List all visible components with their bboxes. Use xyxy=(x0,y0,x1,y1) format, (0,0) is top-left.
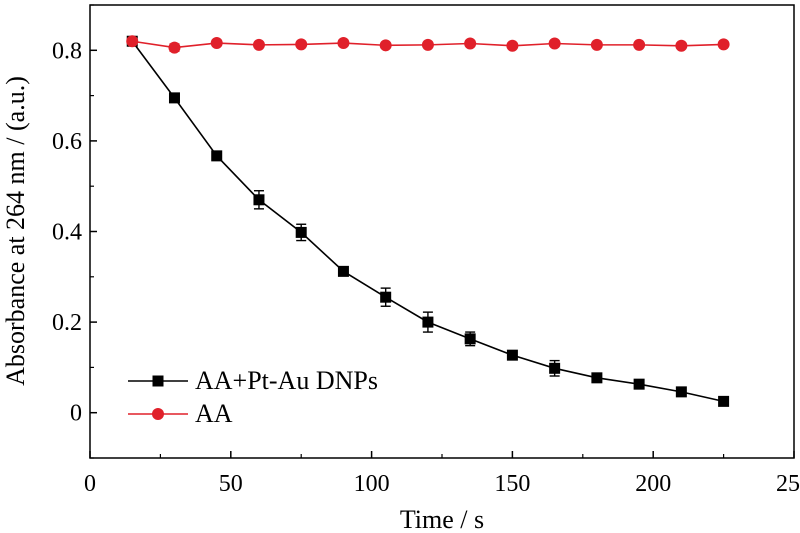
y-tick-label: 0.8 xyxy=(52,38,82,64)
data-point-square xyxy=(718,395,730,407)
legend-marker-square xyxy=(152,375,164,387)
data-point-square xyxy=(295,226,307,238)
series-layer xyxy=(126,35,730,407)
x-axis-title: Time / s xyxy=(400,505,484,533)
data-point-square xyxy=(253,194,265,206)
data-point-circle xyxy=(126,35,139,48)
y-tick-label: 0.6 xyxy=(52,129,82,155)
data-point-circle xyxy=(506,39,519,52)
x-axis: 0 50 100 150 200 250 xyxy=(84,451,800,497)
data-point-square xyxy=(422,316,434,328)
data-point-circle xyxy=(252,38,265,51)
data-point-square xyxy=(506,349,518,361)
data-point-circle xyxy=(590,38,603,51)
data-point-circle xyxy=(548,37,561,50)
x-tick-label: 250 xyxy=(776,471,800,497)
data-point-circle xyxy=(421,38,434,51)
y-tick-label: 0 xyxy=(70,401,82,427)
x-tick-label: 200 xyxy=(635,471,671,497)
data-point-square xyxy=(464,333,476,345)
data-point-circle xyxy=(379,39,392,52)
data-point-circle xyxy=(675,39,688,52)
y-tick-label: 0.2 xyxy=(52,310,82,336)
data-point-circle xyxy=(633,38,646,51)
data-point-circle xyxy=(295,38,308,51)
data-point-square xyxy=(633,378,645,390)
series-line-1 xyxy=(131,40,724,403)
data-point-circle xyxy=(337,37,350,50)
x-tick-label: 100 xyxy=(354,471,390,497)
data-point-square xyxy=(380,291,392,303)
data-point-circle xyxy=(717,38,730,51)
x-tick-label: 150 xyxy=(494,471,530,497)
data-point-circle xyxy=(464,37,477,50)
y-tick-label: 0.4 xyxy=(52,220,82,246)
data-point-circle xyxy=(210,37,223,50)
legend-marker-circle xyxy=(152,408,164,420)
y-axis-title: Absorbance at 264 nm / (a.u.) xyxy=(1,76,30,386)
legend: AA+Pt-Au DNPs AA xyxy=(128,366,378,428)
data-point-circle xyxy=(168,41,181,54)
legend-label: AA+Pt-Au DNPs xyxy=(195,366,378,395)
data-point-square xyxy=(168,92,180,104)
legend-label: AA xyxy=(195,399,233,428)
data-point-square xyxy=(337,265,349,277)
x-tick-label: 0 xyxy=(84,471,96,497)
data-point-square xyxy=(549,362,561,374)
data-point-square xyxy=(211,150,223,162)
x-tick-label: 50 xyxy=(219,471,243,497)
data-point-square xyxy=(675,386,687,398)
data-point-square xyxy=(591,372,603,384)
y-axis: 0 0.2 0.4 0.6 0.8 xyxy=(52,4,97,459)
